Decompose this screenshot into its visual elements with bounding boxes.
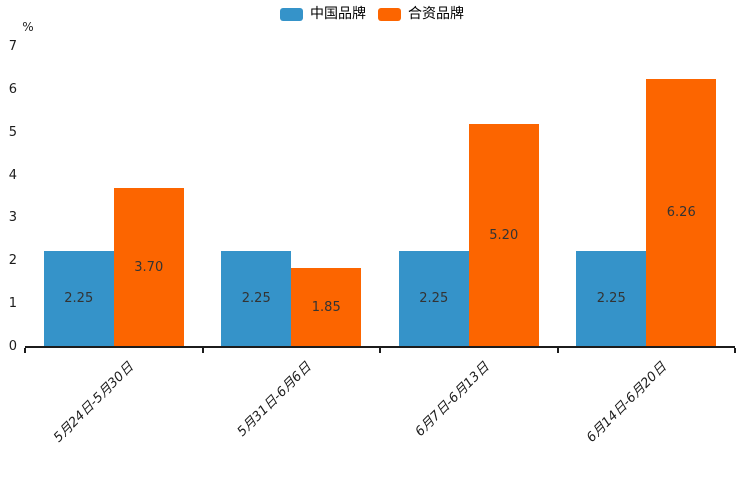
legend-item-series-1[interactable]: 合资品牌 [378,7,464,21]
x-tick-mark [379,348,381,353]
bar-value-label: 2.25 [596,291,626,307]
bar-value-label: 6.26 [666,205,696,221]
bar-value-label: 2.25 [64,291,94,307]
y-tick-label: 6 [8,81,17,97]
bar-value-label: 5.20 [489,228,519,244]
x-category-label: 5月31日-6月6日 [234,359,315,440]
y-tick-label: 7 [8,39,17,54]
x-tick-mark [24,348,26,353]
legend-label: 中国品牌 [310,6,366,22]
y-tick-label: 2 [8,253,17,269]
bar-中国品牌-3: 2.25 [576,250,647,347]
x-category-label: 5月24日-5月30日 [51,359,138,446]
x-category-label: 6月7日-6月13日 [412,359,493,440]
x-tick-mark [201,348,204,353]
bar-value-label: 2.25 [241,291,271,307]
bar-中国品牌-2: 2.25 [398,250,469,347]
x-category-label: 6月14日-6月20日 [583,359,670,446]
bar-中国品牌-0: 2.25 [43,250,114,347]
bar-value-label: 3.70 [134,260,164,276]
legend-swatch-icon [280,7,303,21]
y-tick-label: 3 [8,210,17,226]
x-axis-line [25,346,735,348]
y-tick-label: 0 [8,339,17,354]
y-axis-unit-label: % [22,20,34,34]
bar-合资品牌-1: 1.85 [291,267,362,347]
x-tick-mark [556,348,559,353]
bar-合资品牌-3: 6.26 [646,78,717,347]
x-tick-mark [734,348,736,353]
bar-value-label: 2.25 [419,291,449,307]
bar-value-label: 1.85 [311,299,341,315]
legend-swatch-icon [378,7,401,21]
bar-中国品牌-1: 2.25 [221,250,292,347]
legend-label: 合资品牌 [408,6,464,22]
bar-合资品牌-2: 5.20 [468,124,539,347]
y-tick-label: 4 [8,167,17,183]
chart-legend: 中国品牌 合资品牌 [0,7,744,21]
legend-item-series-0[interactable]: 中国品牌 [280,7,366,21]
y-tick-label: 5 [8,124,17,140]
y-tick-label: 1 [8,296,17,312]
bar-合资品牌-0: 3.70 [113,188,184,347]
